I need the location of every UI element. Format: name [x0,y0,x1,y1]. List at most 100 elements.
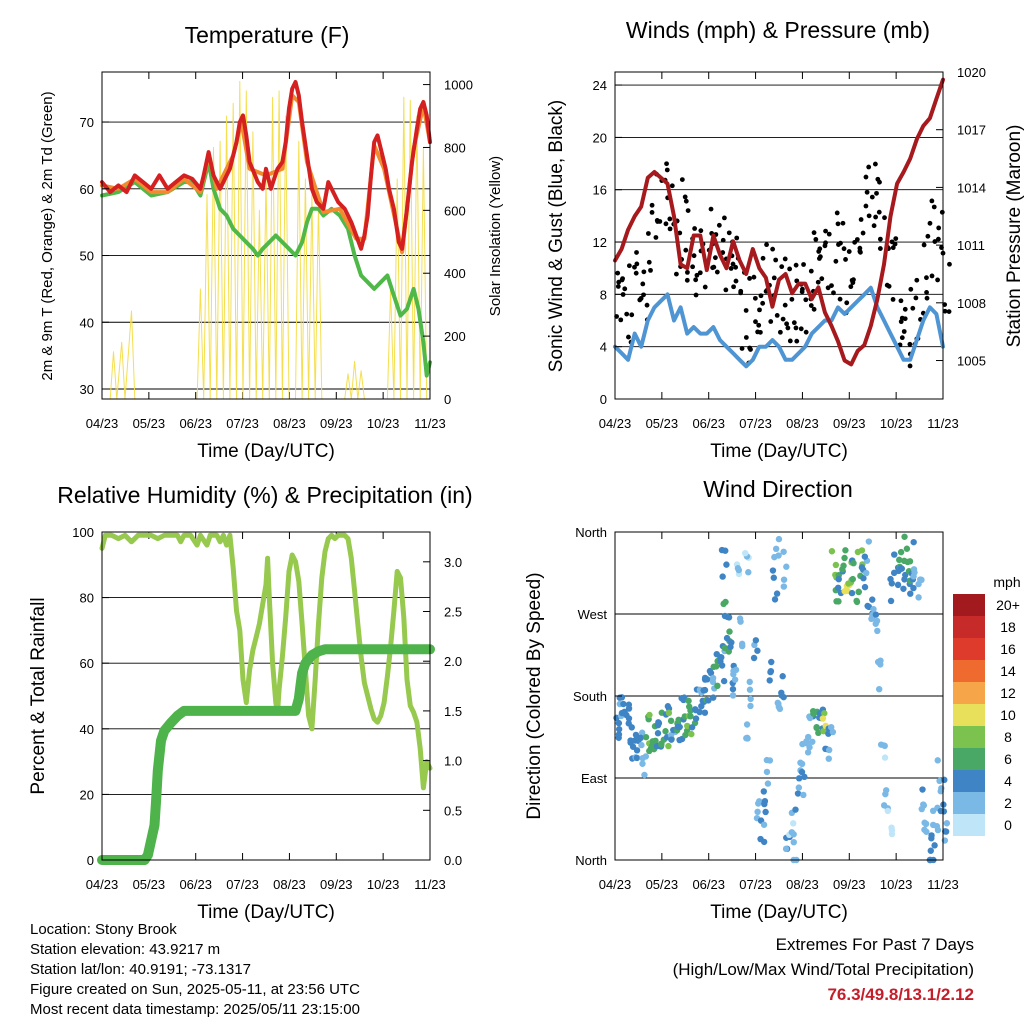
direction-point [662,728,669,735]
x-tick-label: 11/23 [414,877,446,892]
x-tick-label: 05/23 [646,416,679,431]
gust-point [629,312,635,318]
gust-point [808,303,814,308]
gust-point [789,296,795,302]
direction-point [718,662,726,669]
gust-point [782,302,788,308]
legend-swatch [953,770,985,792]
gust-point [641,269,647,275]
gust-point [935,277,940,283]
direction-point [747,695,754,703]
gust-point [618,317,624,323]
gust-point [632,264,637,270]
x-tick-label: 06/23 [179,416,212,431]
gust-point [939,209,945,215]
direction-point [848,589,856,597]
legend-label: 14 [1000,663,1016,679]
gust-point [864,189,870,195]
gust-point [826,231,832,237]
legend-swatch [953,660,985,682]
gust-point [698,228,704,234]
direction-point [731,676,739,683]
legend-label: 2 [1004,795,1012,811]
gust-point [758,293,764,299]
direction-point [633,747,641,754]
direction-point [853,598,861,606]
x-tick-label: 11/23 [927,877,959,892]
gust-point [803,329,809,335]
legend-label: 16 [1000,641,1016,657]
gust-point [799,289,805,295]
direction-point [775,703,783,711]
gust-point [646,259,652,265]
direction-point [719,573,726,580]
direction-point [850,559,857,567]
direction-point [901,576,908,583]
direction-point [828,548,836,555]
y-axis-label-2: Sonic Wind & Gust (Blue, Black) [546,100,567,372]
direction-point [737,618,744,625]
station-location: Location: Stony Brook [30,921,177,938]
gust-point [664,161,669,167]
gust-point [791,320,797,326]
gust-point [803,297,809,303]
gust-point [637,297,643,303]
gust-point [757,329,763,335]
direction-point [766,757,774,764]
direction-point [757,835,764,843]
y2-axis-label-1: Solar Insolation (Yellow) [487,156,504,316]
gust-point [663,221,669,227]
direction-point [687,713,694,720]
y-tick-label: 60 [80,656,94,671]
x-tick-label: 11/23 [927,416,959,431]
gust-point [908,286,914,292]
y2-tick-label: 1017 [957,123,986,138]
station-elevation: Station elevation: 43.9217 m [30,941,221,958]
gust-point [757,307,762,313]
gust-point [716,222,722,228]
direction-point [668,736,675,743]
direction-point [766,677,773,684]
legend-label: 8 [1004,729,1012,745]
gust-point [849,277,855,283]
gust-point [871,223,877,229]
gust-point [728,266,734,271]
legend-swatch [953,616,985,638]
y-tick-label: 70 [80,115,94,130]
gust-point [840,220,846,226]
y2-axis-label-2: Station Pressure (Maroon) [1004,125,1024,348]
direction-point [723,561,730,568]
direction-point [760,788,768,795]
temperature-9m-line [100,93,432,255]
x-tick-label: 06/23 [179,877,212,892]
direction-point [863,569,870,577]
extremes-subtitle: (High/Low/Max Wind/Total Precipitation) [672,960,974,979]
extremes-box: Extremes For Past 7 Days (High/Low/Max W… [673,932,974,1007]
gust-point [854,237,860,242]
direction-point [771,596,779,603]
chart-title-3: Relative Humidity (%) & Precipitation (i… [57,482,472,508]
y2-tick-label: 0.0 [444,853,462,868]
direction-point [915,594,922,601]
gust-point [620,292,626,297]
chart-title-1: Temperature (F) [185,22,350,48]
direction-point [755,800,762,807]
gust-point [831,290,836,296]
legend-swatch [953,726,985,748]
gust-point [748,347,753,352]
y2-tick-label: 1000 [444,78,473,93]
direction-point [936,777,943,785]
gust-point [892,241,898,247]
gust-point [722,215,727,221]
direction-point [897,548,905,556]
gust-point [815,279,821,285]
direction-point [806,714,814,722]
x-tick-label: 08/23 [786,416,819,431]
y2-tick-label: 400 [444,266,466,281]
station-latlon: Station lat/lon: 40.9191; -73.1317 [30,961,252,978]
gust-point [902,316,908,322]
legend-unit: mph [993,574,1020,590]
direction-point [722,547,729,554]
gust-point [620,276,625,282]
